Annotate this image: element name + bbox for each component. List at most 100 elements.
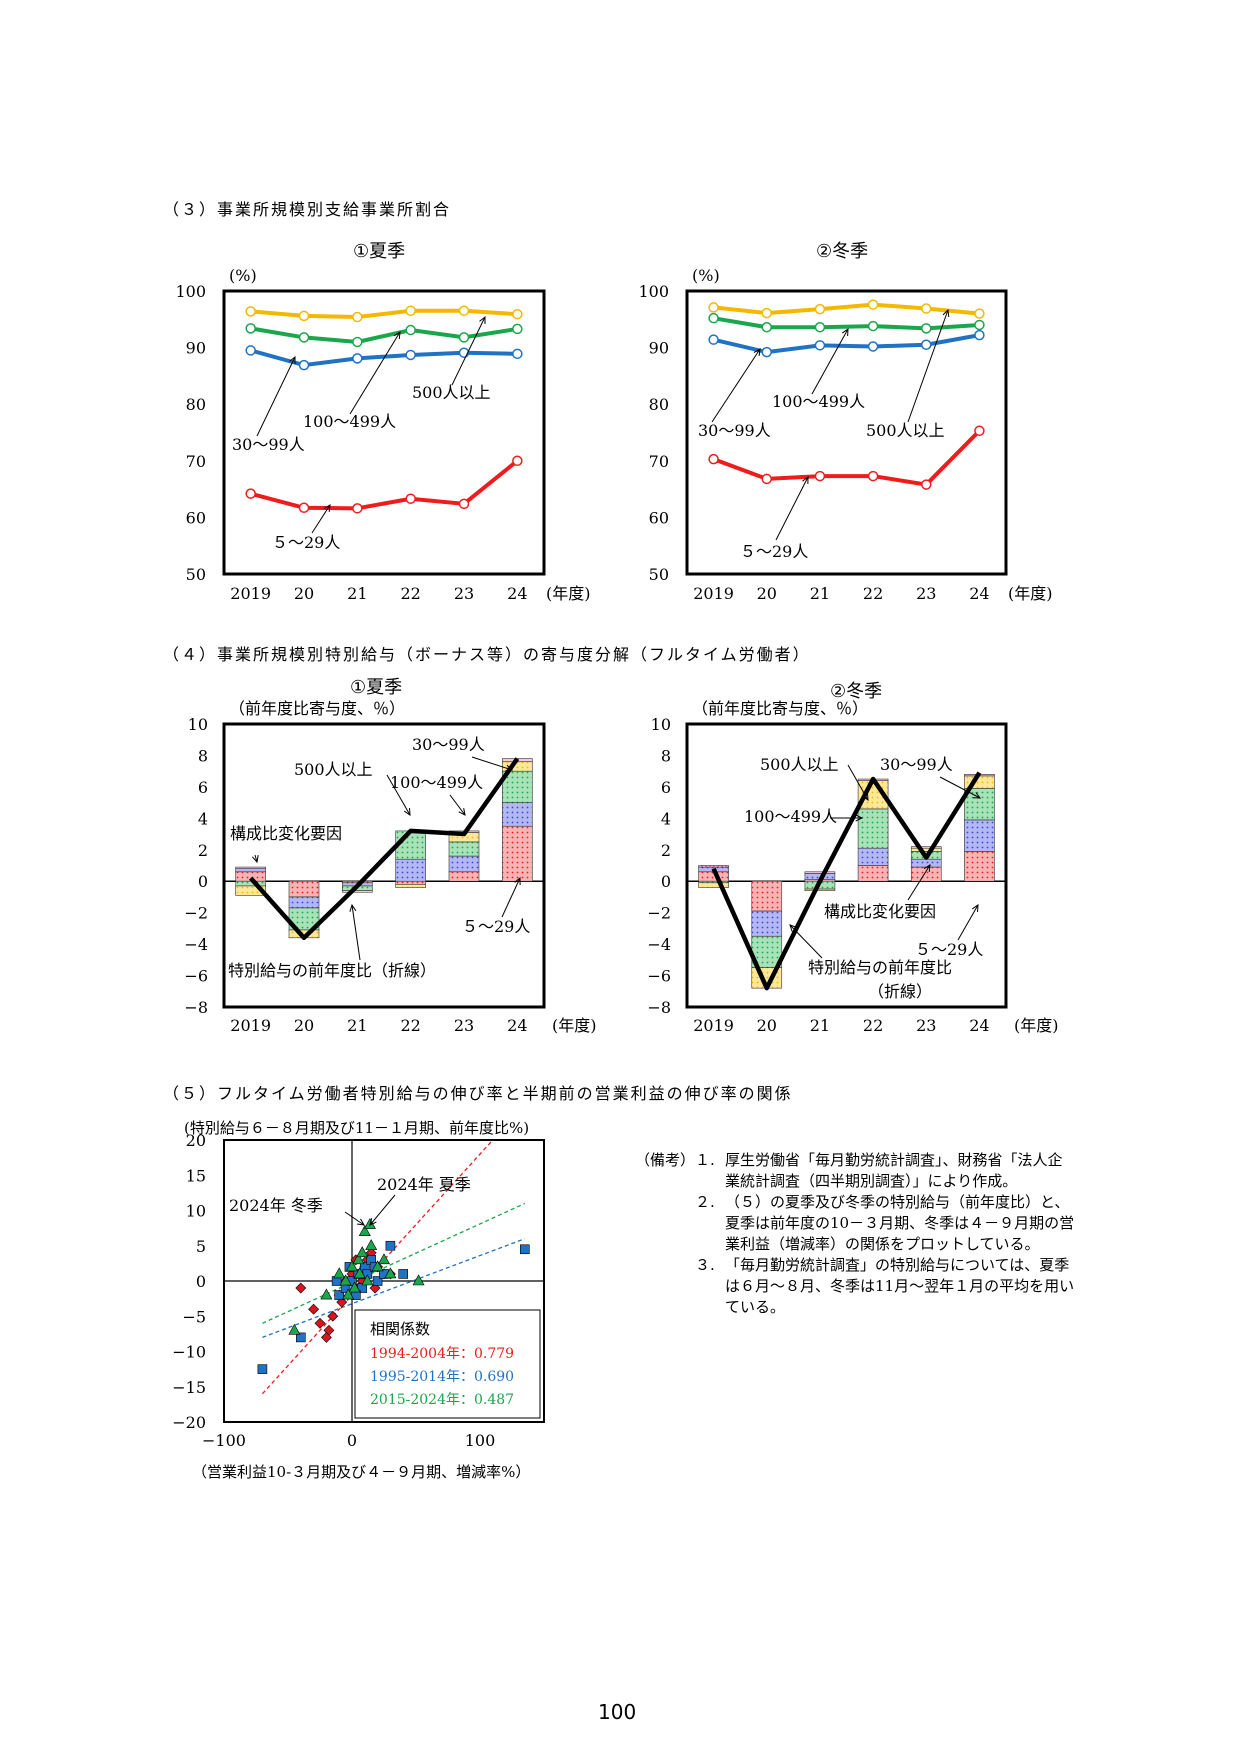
y-unit-label: (%) [692, 266, 720, 285]
arrow-head [323, 504, 331, 513]
stacked-bar-segment [857, 808, 889, 849]
stacked-bar-segment [235, 880, 266, 887]
annotation-arrow [789, 924, 823, 959]
data-point [867, 341, 879, 352]
x-tick-label: 24 [969, 584, 989, 603]
scatter-point [412, 1274, 425, 1286]
arrow-head [855, 814, 864, 822]
series-label-30: 30〜99人 [698, 421, 771, 440]
y-tick-label: 15 [186, 1166, 206, 1185]
annotation-arrow [501, 877, 521, 918]
x-tick-label: 2019 [230, 1016, 271, 1035]
y-tick-label: 50 [649, 565, 669, 584]
y-tick-label: 4 [198, 809, 208, 828]
scatter-point [327, 1310, 339, 1322]
arrow-head [403, 807, 411, 816]
x-tick-label: 23 [916, 584, 936, 603]
y-tick-label: 6 [661, 778, 671, 797]
data-point [708, 334, 719, 345]
annotation-summer: 2024年 夏季 [377, 1175, 471, 1194]
page-number: 100 [598, 1700, 637, 1724]
stacked-bar-segment [964, 851, 995, 882]
x-tick-label: −100 [202, 1431, 246, 1450]
notes-block: （備考） １. 厚生労働省「毎月勤労統計調査」、財務省「法人企業統計調査（四半期… [635, 1150, 1075, 1318]
data-point [761, 346, 772, 358]
stacked-bar-segment [395, 858, 426, 882]
stacked-bar-segment [857, 865, 889, 882]
stacked-bar-segment [235, 885, 266, 896]
data-point [245, 323, 256, 334]
data-point [761, 307, 772, 319]
data-point [814, 321, 826, 333]
arrow-head [369, 1218, 377, 1226]
scatter-point [342, 1288, 355, 1300]
arrow-head [753, 348, 761, 357]
x-tick-label: 2019 [693, 584, 734, 603]
annotation-arrow [386, 774, 411, 816]
note-number: ３. [695, 1256, 715, 1274]
annotation-arrow [449, 794, 466, 816]
x-tick-label: 23 [454, 1016, 474, 1035]
scatter-point [361, 1274, 374, 1286]
y-tick-label: 60 [186, 508, 206, 527]
y-tick-label: −4 [184, 935, 208, 954]
total-line-label: 特別給与の前年度比（折線） [228, 961, 436, 980]
y-tick-label: 90 [186, 339, 206, 358]
y-tick-label: 100 [175, 282, 206, 301]
x-tick-label: 0 [347, 1431, 357, 1450]
y-tick-label: 2 [198, 841, 208, 860]
annotation-winter: 2024年 冬季 [229, 1196, 323, 1215]
data-point [867, 320, 879, 332]
summer-ratio-title: ①夏季 [353, 241, 406, 262]
data-point [814, 303, 826, 315]
data-point [245, 488, 256, 499]
stacked-bar-segment [448, 841, 480, 857]
arrow-head [479, 315, 486, 325]
scatter-point [308, 1303, 320, 1315]
x-tick-label: 21 [347, 584, 367, 603]
y-tick-label: 6 [198, 778, 208, 797]
series-label-100: 100〜499人 [303, 412, 396, 431]
arrow-head [789, 924, 797, 932]
stacked-bar-segment [964, 819, 995, 852]
note-text: 厚生労働省「毎月勤労統計調査」、財務省「法人企業統計調査（四半期別調査）」により… [725, 1151, 1063, 1190]
note-number: １. [695, 1151, 715, 1169]
stacked-bar-segment [288, 896, 320, 909]
data-point [298, 332, 310, 343]
data-point [974, 329, 985, 341]
y-tick-label: 2 [661, 841, 671, 860]
scatter-point [295, 1282, 307, 1294]
x-tick-label: 100 [465, 1431, 496, 1450]
trend-line [262, 1202, 526, 1324]
data-point [458, 498, 470, 510]
y-tick-label: −10 [172, 1343, 206, 1362]
note-text: 「毎月勤労統計調査」の特別給与については、夏季は６月〜８月、冬季は11月〜翌年１… [725, 1256, 1075, 1316]
data-point [974, 319, 985, 331]
series-label-100: 100〜499人 [772, 392, 865, 411]
x-tick-label: 24 [507, 1016, 527, 1035]
data-point [458, 305, 470, 317]
x-tick-label: 22 [863, 584, 883, 603]
y-tick-label: 10 [186, 1202, 206, 1221]
scatter-point [358, 1225, 371, 1236]
x-tick-label: 21 [347, 1016, 367, 1035]
series-label-500: 500人以上 [866, 421, 945, 440]
series-label-30: 30〜99人 [412, 735, 485, 754]
y-tick-label: 8 [198, 746, 208, 765]
legend-box [354, 1309, 541, 1419]
y-tick-label: 0 [196, 1272, 206, 1291]
note-row: （備考） １. 厚生労働省「毎月勤労統計調査」、財務省「法人企業統計調査（四半期… [635, 1150, 1075, 1192]
arrow-head [942, 308, 950, 318]
y-tick-label: 80 [649, 395, 669, 414]
stacked-bar-segment [235, 868, 266, 873]
y-tick-label: −15 [172, 1378, 206, 1397]
scatter-point [365, 1239, 378, 1251]
section-3-title: （３）事業所規模別支給事業所割合 [163, 200, 452, 219]
arrow-head [972, 792, 982, 799]
scatter-point [356, 1246, 369, 1258]
x-tick-label: 2019 [693, 1016, 734, 1035]
series-label-100: 100〜499人 [390, 773, 483, 792]
x-unit-label: (年度) [552, 1016, 597, 1035]
